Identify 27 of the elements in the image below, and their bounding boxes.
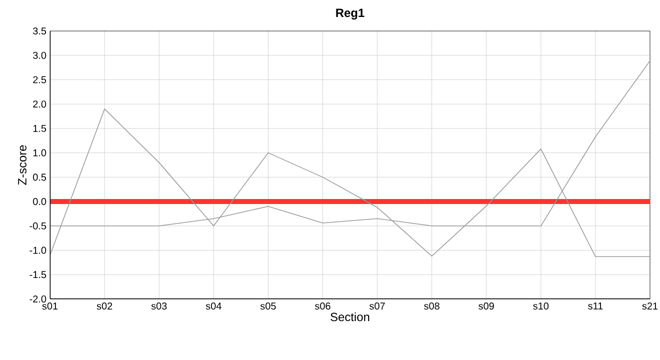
y-tick-label: 2.0 [33, 100, 46, 108]
chart-title: Reg1 [336, 8, 364, 20]
y-tick-label: 1.5 [33, 124, 46, 132]
x-tick-label: s21 [642, 302, 658, 310]
x-tick-label: s09 [478, 302, 494, 310]
y-tick-label: 1.0 [33, 149, 46, 156]
y-tick-label: -1.0 [30, 246, 46, 254]
y-tick-label: 0.5 [33, 174, 46, 181]
y-tick-label: 3.0 [33, 52, 46, 59]
y-tick-label: 0.0 [33, 198, 46, 206]
y-tick-label: 2.5 [33, 76, 46, 84]
x-tick-label: s07 [370, 302, 385, 310]
x-tick-label: s03 [151, 302, 167, 310]
x-tick-label: s05 [260, 302, 276, 310]
x-tick-label: s11 [588, 302, 603, 310]
x-axis-title: Section [330, 312, 370, 322]
y-tick-label: 3.5 [33, 27, 46, 35]
y-axis-title: Z-score [18, 145, 26, 185]
x-tick-label: s06 [314, 302, 330, 310]
x-tick-label: s04 [206, 302, 222, 310]
y-tick-label: -1.5 [30, 271, 46, 278]
x-tick-label: s02 [96, 302, 112, 310]
y-tick-label: -2.0 [30, 295, 46, 303]
x-tick-label: s08 [424, 302, 440, 310]
y-tick-label: -0.5 [30, 222, 46, 230]
x-tick-label: s01 [42, 302, 58, 310]
x-tick-label: s10 [533, 302, 549, 310]
